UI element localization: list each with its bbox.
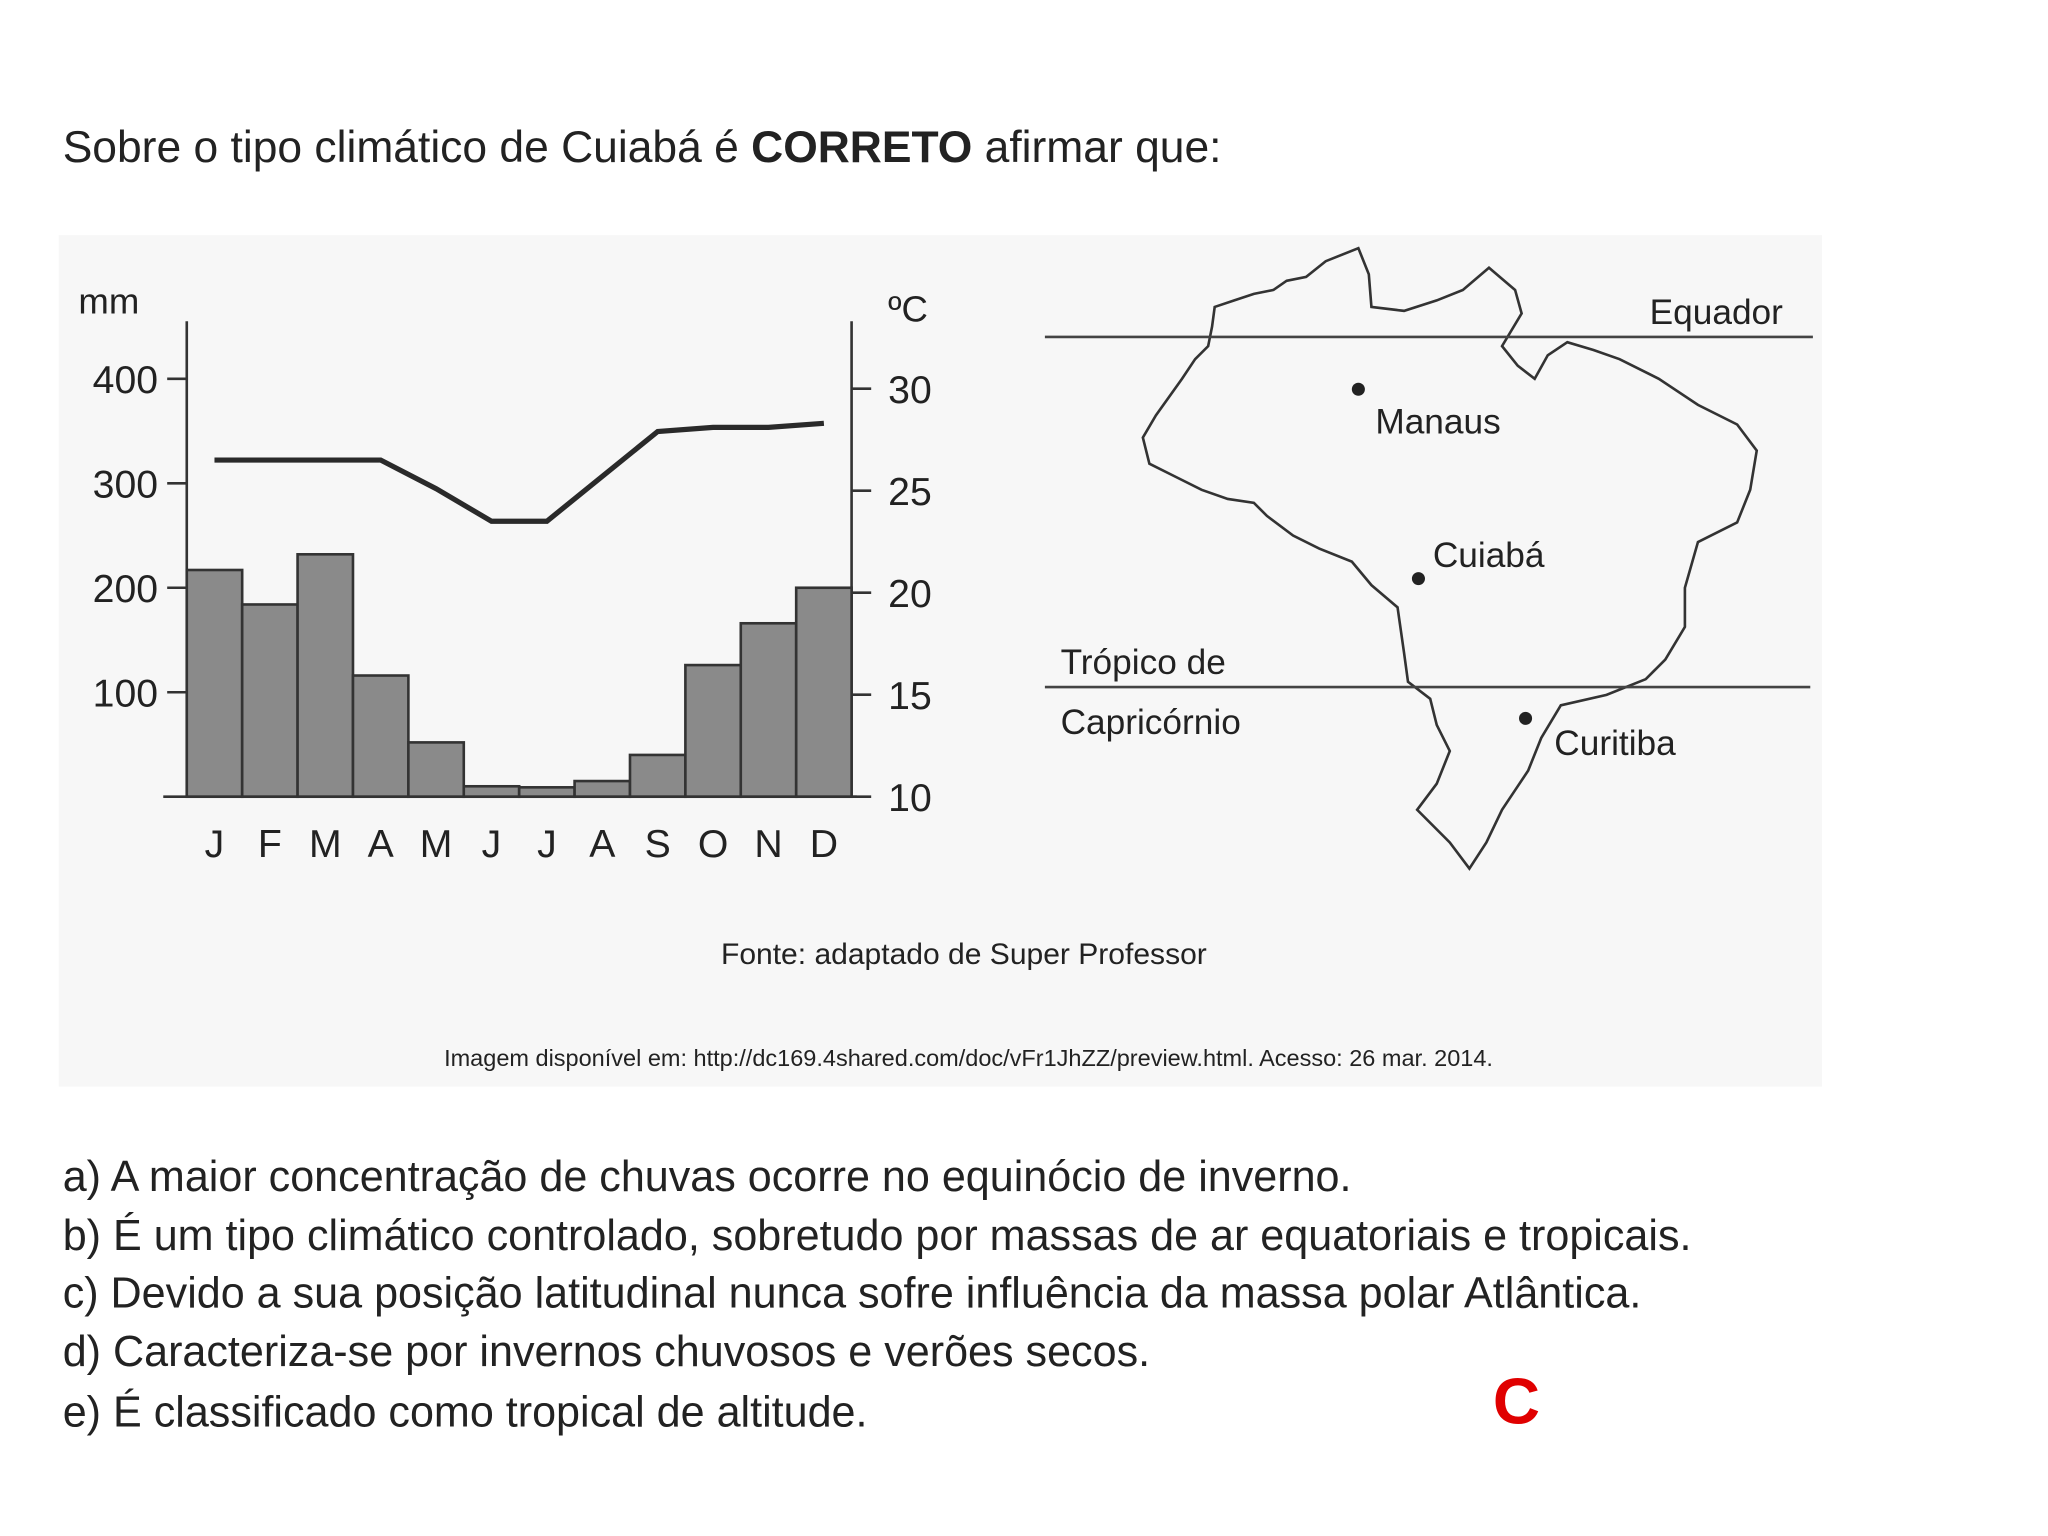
y-tick-label: 100 <box>93 673 158 716</box>
question-text: Sobre o tipo climático de Cuiabá é <box>63 123 751 172</box>
bar <box>517 786 576 799</box>
x-tick-label: F <box>258 823 282 866</box>
y-tick-label: 400 <box>93 359 158 402</box>
answer: C <box>1493 1365 1540 1438</box>
question-text: afirmar que: <box>972 123 1221 172</box>
city-label: Manaus <box>1375 403 1500 442</box>
bar <box>573 779 632 799</box>
temperature-line <box>214 420 825 524</box>
city-dot <box>1351 382 1365 396</box>
option: c) Devido a sua posição latitudinal nunc… <box>63 1269 1642 1317</box>
bar <box>794 586 853 799</box>
option: b) É um tipo climático controlado, sobre… <box>63 1212 1692 1260</box>
y2-tick-label: 20 <box>888 573 932 616</box>
y2-axis-label: ºC <box>888 288 928 329</box>
bar <box>185 568 244 799</box>
credit: Imagem disponível em: http://dc169.4shar… <box>444 1045 1493 1071</box>
bar <box>462 784 521 799</box>
city-label: Cuiabá <box>1433 536 1545 575</box>
y2-tick-label: 30 <box>888 369 932 412</box>
bar <box>739 621 798 799</box>
bar <box>628 753 687 799</box>
x-tick-label: J <box>537 823 557 866</box>
x-tick-label: S <box>645 823 671 866</box>
y2-tick-label: 25 <box>888 471 932 514</box>
x-tick-label: M <box>309 823 342 866</box>
map: Equador Trópico de Capricórnio Manaus Cu… <box>1044 246 1813 871</box>
tropic-label: Capricórnio <box>1061 703 1241 742</box>
bar <box>296 553 355 799</box>
option: a) A maior concentração de chuvas ocorre… <box>63 1153 1352 1201</box>
country-outline <box>1141 246 1759 871</box>
options: a) A maior concentração de chuvas ocorre… <box>63 1153 1692 1436</box>
source: Fonte: adaptado de Super Professor <box>721 938 1207 971</box>
x-tick-label: N <box>754 823 782 866</box>
city-dot <box>1411 572 1425 586</box>
y-tick-label: 200 <box>93 568 158 611</box>
x-tick-label: M <box>420 823 453 866</box>
question-emphasis: CORRETO <box>751 123 972 172</box>
x-tick-label: J <box>482 823 502 866</box>
x-tick-label: A <box>368 823 395 866</box>
x-tick-label: D <box>810 823 838 866</box>
option: e) É classificado como tropical de altit… <box>63 1388 868 1436</box>
x-tick-label: A <box>589 823 616 866</box>
question: Sobre o tipo climático de Cuiabá é CORRE… <box>63 123 1222 172</box>
tropic-label: Trópico de <box>1061 643 1226 682</box>
bar <box>351 674 410 799</box>
x-tick-label: O <box>698 823 728 866</box>
city-label: Curitiba <box>1554 724 1676 763</box>
city-dot <box>1519 711 1533 725</box>
y-tick-label: 300 <box>93 464 158 507</box>
bar <box>407 741 466 799</box>
equator-label: Equador <box>1650 293 1784 332</box>
bar <box>684 663 743 799</box>
option: d) Caracteriza-se por invernos chuvosos … <box>63 1328 1150 1376</box>
y2-tick-label: 10 <box>888 777 932 820</box>
y2-tick-label: 15 <box>888 675 932 718</box>
bar <box>240 603 299 799</box>
y-axis-label: mm <box>78 280 139 321</box>
x-tick-label: J <box>205 823 225 866</box>
